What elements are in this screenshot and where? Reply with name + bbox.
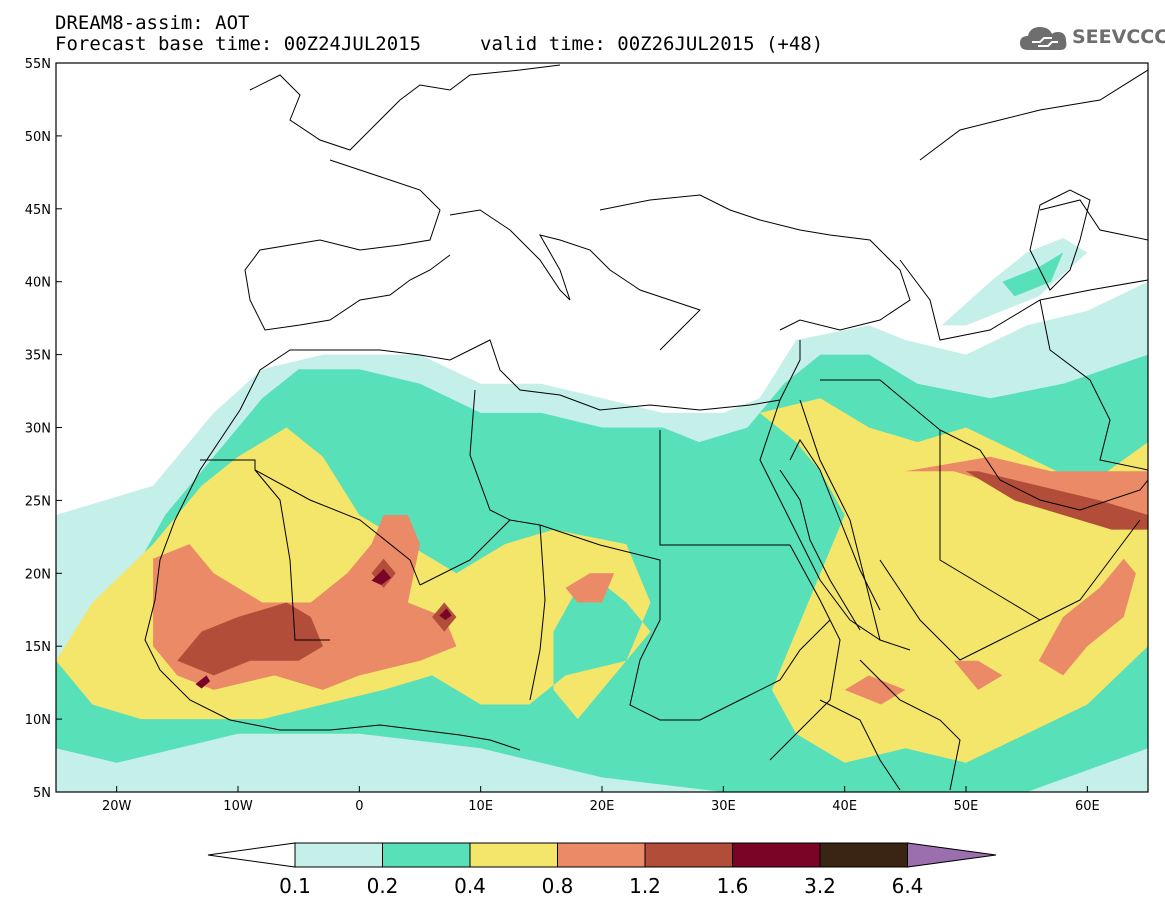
y-tick-label: 55N [25, 57, 51, 72]
y-tick-label: 50N [25, 130, 51, 145]
y-tick-label: 45N [25, 203, 51, 218]
map-title: DREAM8-assim: AOT [55, 12, 250, 34]
colorbar-swatch [819, 842, 908, 868]
aot-band-0.8 [153, 456, 1148, 705]
y-tick-label: 40N [25, 276, 51, 291]
x-tick-label: 0 [355, 799, 363, 814]
x-tick-label: 30E [711, 799, 736, 814]
colorbar: 0.1 0.2 0.4 0.8 1.2 1.6 3.2 6.4 [207, 842, 997, 898]
aot-field [56, 64, 1148, 792]
axis-ticks: 20W 10W 0 10E 20E 30E 40E 50E 60E 55N 50N 45N 40N 35N… [25, 57, 1100, 814]
colorbar-label: 0.8 [542, 874, 574, 898]
y-tick-label: 5N [33, 786, 51, 801]
aot-band-1.2 [177, 471, 1148, 676]
y-tick-label: 10N [25, 713, 51, 728]
y-tick-label: 20N [25, 567, 51, 582]
colorbar-under-triangle [207, 842, 296, 868]
colorbar-label: 0.2 [367, 874, 399, 898]
colorbar-label: 6.4 [892, 874, 924, 898]
x-tick-label: 60E [1075, 799, 1100, 814]
colorbar-swatch [644, 842, 733, 868]
colorbar-swatch [469, 842, 558, 868]
x-tick-label: 20E [590, 799, 615, 814]
colorbar-label: 1.2 [629, 874, 661, 898]
colorbar-swatch [294, 842, 383, 868]
colorbar-swatch [557, 842, 646, 868]
country-borders [144, 64, 1148, 791]
cloud-icon [1020, 27, 1067, 50]
colorbar-label: 3.2 [804, 874, 836, 898]
y-tick-label: 35N [25, 349, 51, 364]
x-tick-label: 10E [468, 799, 493, 814]
x-tick-label: 20W [102, 799, 132, 814]
seevccc-logo: SEEVCCC [1018, 22, 1165, 56]
logo-text: SEEVCCC [1072, 26, 1165, 48]
y-tick-label: 30N [25, 422, 51, 437]
y-tick-label: 15N [25, 640, 51, 655]
colorbar-swatch [382, 842, 471, 868]
colorbar-label: 1.6 [717, 874, 749, 898]
forecast-base-time: Forecast base time: 00Z24JUL2015 [55, 33, 422, 55]
colorbar-label: 0.4 [454, 874, 486, 898]
valid-time: valid time: 00Z26JUL2015 (+48) [480, 33, 824, 55]
y-tick-label: 25N [25, 494, 51, 509]
x-tick-label: 40E [832, 799, 857, 814]
colorbar-swatch [732, 842, 821, 868]
x-tick-label: 10W [223, 799, 253, 814]
x-tick-label: 50E [954, 799, 979, 814]
colorbar-over-triangle [907, 842, 997, 868]
colorbar-label: 0.1 [279, 874, 311, 898]
